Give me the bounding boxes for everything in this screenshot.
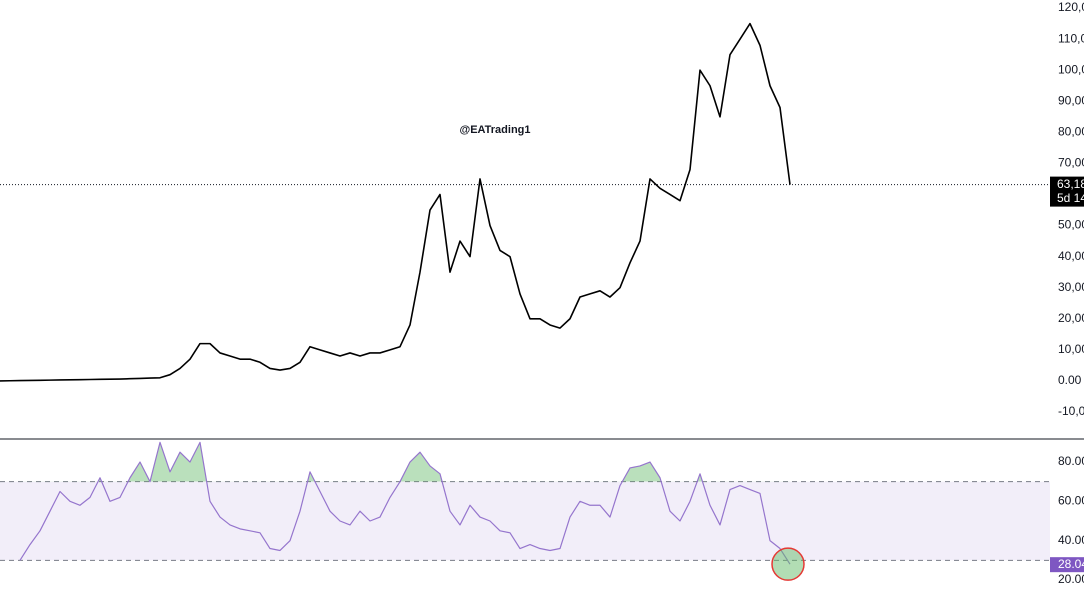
y-tick-label: -10,00	[1058, 404, 1084, 418]
y-tick-label: 80,00	[1058, 125, 1084, 139]
overbought-fill	[98, 442, 703, 482]
y-tick-label: 30,00	[1058, 280, 1084, 294]
series-line	[19, 441, 791, 565]
y-tick-label: 90,00	[1058, 93, 1084, 107]
price-label: 63,18	[1057, 177, 1084, 191]
price-label-box	[1050, 176, 1084, 207]
y-tick-label: 100,00	[1058, 62, 1084, 76]
y-tick-label: 40.00	[1058, 533, 1084, 547]
countdown: 5d 14	[1057, 191, 1084, 205]
plot	[0, 441, 1050, 565]
watermark: @EATrading1	[459, 124, 530, 136]
rsi-label-box	[1050, 557, 1084, 573]
plot	[0, 22, 791, 382]
y-tick-label: 20,00	[1058, 311, 1084, 325]
y-tick-label: 80.00	[1058, 454, 1084, 468]
y-tick-label: 70,00	[1058, 156, 1084, 170]
y-tick-label: 40,00	[1058, 249, 1084, 263]
y-tick-label: 0.00	[1058, 373, 1082, 387]
y-tick-label: 110,00	[1058, 31, 1084, 45]
y-tick-label: 60.00	[1058, 494, 1084, 508]
y-tick-label: 50,00	[1058, 218, 1084, 232]
rsi-band	[0, 481, 1050, 561]
y-tick-label: 20.00	[1058, 572, 1084, 586]
y-tick-label: 120,0	[1058, 0, 1084, 14]
highlight	[771, 547, 805, 581]
rsi-label: 28.04	[1058, 557, 1084, 571]
y-tick-label: 10,00	[1058, 342, 1084, 356]
series-line	[0, 22, 791, 382]
